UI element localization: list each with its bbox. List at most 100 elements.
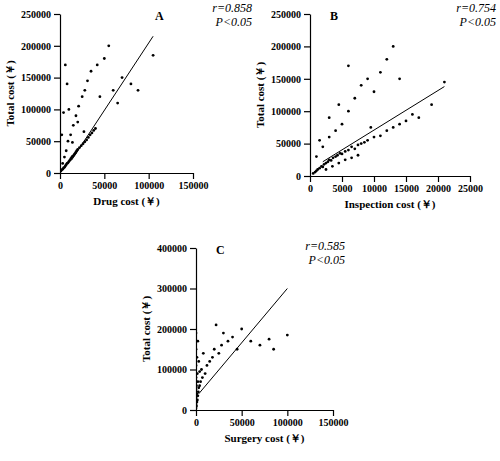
point <box>222 332 225 335</box>
tick: 200000 <box>21 41 60 52</box>
tick-mark <box>54 109 60 110</box>
point <box>94 127 97 130</box>
point <box>204 372 207 375</box>
point <box>121 76 124 79</box>
fit-line <box>323 87 445 162</box>
fit-line <box>199 289 288 394</box>
point <box>341 153 344 156</box>
annotation: P<0.05 <box>308 253 345 267</box>
tick: 150000 <box>271 74 310 85</box>
point <box>220 344 223 347</box>
point <box>196 376 197 379</box>
x-axis: 050000100000150000 <box>58 173 209 191</box>
tick-label: 5000 <box>333 183 353 194</box>
point <box>360 84 363 87</box>
point <box>76 121 79 124</box>
point <box>63 156 66 159</box>
tick-label: 0 <box>182 405 187 416</box>
tick: 100000 <box>134 173 164 191</box>
annotation: P<0.05 <box>215 15 252 29</box>
point <box>231 336 234 339</box>
tick: 250000 <box>271 9 310 20</box>
point <box>206 364 209 367</box>
point <box>347 110 350 113</box>
point <box>196 356 198 359</box>
tick: 200000 <box>157 324 196 335</box>
point <box>96 63 99 66</box>
annotation: P<0.05 <box>459 15 496 29</box>
point <box>213 348 216 351</box>
tick: 20000 <box>426 176 451 194</box>
tick-mark <box>304 176 310 177</box>
tick-mark <box>190 329 196 330</box>
tick-label: 20000 <box>426 183 451 194</box>
annotation: r=0.585 <box>305 239 345 253</box>
point <box>325 168 328 171</box>
point <box>398 123 401 126</box>
tick-mark <box>438 176 439 182</box>
tick-label: 0 <box>194 417 199 428</box>
tick: 250000 <box>21 9 60 20</box>
point <box>363 141 366 144</box>
panel: 0500010000150002000025000050000100000150… <box>254 9 483 211</box>
point <box>99 95 102 98</box>
point <box>344 150 347 153</box>
tick-mark <box>310 176 311 182</box>
tick-mark <box>242 410 243 416</box>
point <box>211 356 214 359</box>
y-axis-title: Total cost (￥) <box>140 296 153 363</box>
point <box>196 380 199 383</box>
point <box>405 120 408 123</box>
tick-mark <box>104 173 105 179</box>
point <box>268 338 271 341</box>
tick-label: 150000 <box>21 72 51 83</box>
point <box>336 154 339 157</box>
tick: 15000 <box>394 176 419 194</box>
point <box>331 165 334 168</box>
figure: 0500001000001500000500001000001500002000… <box>0 0 500 461</box>
point <box>65 149 68 152</box>
axis-line <box>196 249 197 411</box>
tick: 150000 <box>179 173 209 191</box>
tick: 400000 <box>157 243 196 254</box>
point <box>196 364 197 367</box>
point <box>196 388 197 391</box>
axis-line <box>61 173 194 174</box>
plot-area <box>312 45 446 175</box>
point <box>72 124 75 127</box>
point <box>337 103 340 106</box>
tick-mark <box>54 77 60 78</box>
point <box>90 70 93 73</box>
axis-line <box>197 410 334 411</box>
point <box>196 384 198 387</box>
point <box>430 103 433 106</box>
point <box>344 158 347 161</box>
tick: 200000 <box>271 41 310 52</box>
tick-label: 150000 <box>319 417 349 428</box>
tick-mark <box>374 176 375 182</box>
point <box>334 129 337 132</box>
tick: 0 <box>182 405 196 416</box>
tick-label: 0 <box>308 183 313 194</box>
tick-mark <box>304 14 310 15</box>
point <box>337 162 340 165</box>
tick: 50000 <box>276 138 310 149</box>
plot-area <box>196 289 289 410</box>
tick-mark <box>60 173 61 179</box>
tick-mark <box>149 173 150 179</box>
point <box>202 352 205 355</box>
y-axis: 0100000200000300000400000 <box>157 243 197 416</box>
point <box>353 147 356 150</box>
point <box>197 360 200 363</box>
annotation: r=0.858 <box>212 1 252 15</box>
point <box>328 136 331 139</box>
point <box>398 77 401 80</box>
x-axis-title: Inspection cost (￥) <box>344 198 435 211</box>
point <box>227 340 230 343</box>
annotation: r=0.754 <box>456 1 496 15</box>
point <box>353 97 356 100</box>
tick-label: 200000 <box>21 41 51 52</box>
tick-label: 50000 <box>230 417 255 428</box>
panel: 0500001000001500000100000200000300000400… <box>140 243 349 445</box>
tick-label: 10000 <box>362 183 387 194</box>
